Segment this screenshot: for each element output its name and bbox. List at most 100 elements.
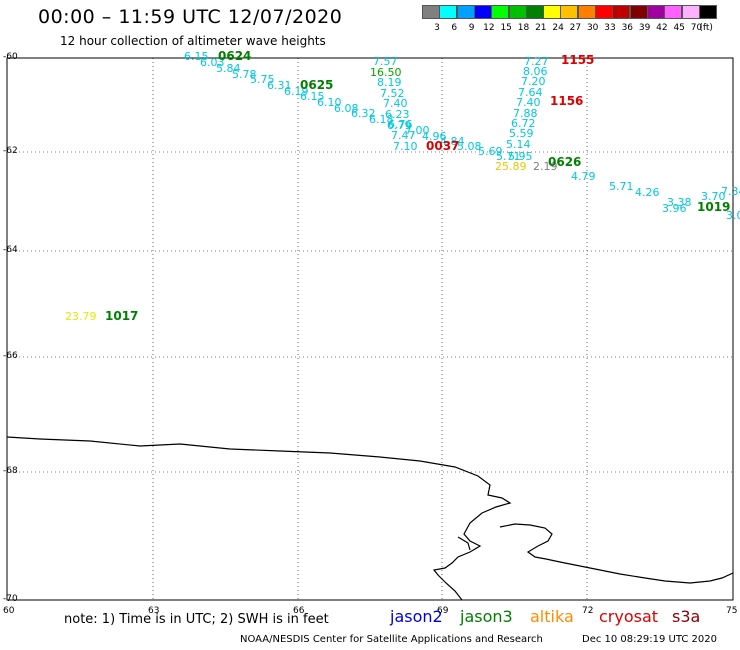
- wave-height-reading: 6.10: [317, 96, 342, 109]
- wave-height-reading: 6.76: [388, 118, 413, 131]
- wave-height-reading: 7.10: [393, 140, 418, 153]
- lon-label: 66: [293, 606, 305, 616]
- satellite-legend-s3a: s3a: [672, 607, 701, 626]
- wave-height-reading: 4.84: [440, 135, 465, 148]
- lat-label: -62: [3, 146, 18, 156]
- lat-label: -64: [3, 245, 18, 255]
- pass-time-label: 0037: [426, 139, 460, 153]
- scale-label: 12: [483, 23, 495, 33]
- pass-time-label: 0625: [300, 78, 334, 92]
- wave-height-reading: 7.00: [405, 124, 430, 137]
- wave-height-reading: 2.19: [533, 160, 558, 173]
- scale-unit: (ft): [699, 23, 713, 33]
- lat-label: -68: [3, 466, 18, 476]
- scale-label: 21: [535, 23, 547, 33]
- wave-height-reading: 5.71: [496, 150, 521, 163]
- footnote: note: 1) Time is in UTC; 2) SWH is in fe…: [64, 612, 329, 627]
- lon-label: 72: [582, 606, 594, 616]
- wave-height-reading: 7.34: [721, 185, 740, 198]
- wave-height-reading: 5.75: [250, 73, 275, 86]
- lat-label: -60: [3, 52, 18, 62]
- wave-height-reading: 5.71: [609, 180, 634, 193]
- wave-height-reading: 4.26: [635, 186, 660, 199]
- antarctic-coastline: [6, 436, 512, 601]
- lat-label: -66: [3, 351, 18, 361]
- coastline-islet: [457, 536, 471, 551]
- wave-height-reading: 3.70: [701, 190, 726, 203]
- wave-height-reading: 5.78: [232, 68, 257, 81]
- wave-height-reading: 3.0: [726, 209, 740, 222]
- pass-time-label: 1156: [550, 94, 584, 108]
- pass-time-label: 1155: [561, 53, 595, 67]
- scale-label: 42: [656, 23, 668, 33]
- lon-label: 75: [726, 606, 738, 616]
- scale-label: 39: [638, 23, 651, 33]
- wave-height-reading: 3.96: [662, 202, 687, 215]
- wave-height-reading: 6.19: [284, 85, 309, 98]
- scale-label: 9: [468, 23, 475, 33]
- chart-title: 00:00 – 11:59 UTC 12/07/2020: [38, 6, 343, 28]
- graticule: [7, 58, 733, 600]
- scale-label: 6: [451, 23, 458, 33]
- wave-height-reading: 7.27: [524, 55, 549, 68]
- satellite-legend-altika: altika: [530, 607, 574, 626]
- wave-height-reading: 7.40: [516, 96, 541, 109]
- wave-height-reading: 6.31: [267, 79, 292, 92]
- lon-label: 60: [3, 606, 15, 616]
- wave-height-reading: 8.19: [377, 76, 402, 89]
- scale-label: 70: [690, 23, 703, 33]
- wave-height-reading: 3.38: [667, 196, 692, 209]
- wave-height-reading: 25.89: [495, 160, 527, 173]
- wave-height-reading: 4.79: [571, 170, 596, 183]
- lon-label: 69: [437, 606, 449, 616]
- pass-time-label: 0626: [548, 155, 582, 169]
- satellite-legend-cryosat: cryosat: [599, 607, 659, 626]
- wave-height-reading: 7.88: [513, 107, 538, 120]
- scale-label: 15: [500, 23, 512, 33]
- satellite-legend-jason2: jason2: [390, 607, 443, 626]
- pass-time-label: 0624: [218, 49, 252, 63]
- wave-height-reading: 8.06: [523, 65, 548, 78]
- wave-height-reading: 6.79: [387, 119, 412, 132]
- scale-label: 18: [517, 23, 530, 33]
- scale-label: 24: [552, 23, 564, 33]
- pass-time-label: 1017: [105, 309, 139, 323]
- credit-line: NOAA/NESDIS Center for Satellite Applica…: [240, 634, 543, 645]
- wave-height-reading: 4.96: [422, 130, 447, 143]
- pass-time-label: 1019: [697, 200, 731, 214]
- wave-height-reading: 7.57: [373, 55, 398, 68]
- satellite-legend-jason3: jason3: [460, 607, 513, 626]
- wave-height-reading: 6.15: [184, 50, 209, 63]
- wave-height-reading: 6.72: [511, 117, 536, 130]
- wave-height-reading: 5.84: [216, 62, 241, 75]
- wave-height-reading: 16.50: [370, 66, 402, 79]
- wave-height-reading: 6.15: [300, 90, 325, 103]
- wave-height-reading: 6.32: [351, 107, 376, 120]
- wave-height-reading: 7.47: [391, 129, 416, 142]
- wave-height-reading: 5.59: [509, 127, 534, 140]
- lat-label: -70: [3, 594, 18, 604]
- wave-height-reading: 7.64: [518, 86, 543, 99]
- wave-height-reading: 6.03: [200, 56, 225, 69]
- generated-timestamp: Dec 10 08:29:19 UTC 2020: [582, 634, 717, 645]
- wave-height-reading: 5.14: [506, 138, 531, 151]
- wave-height-reading: 7.52: [380, 87, 405, 100]
- coastline-inlet: [499, 523, 734, 584]
- scale-swatch: [698, 5, 717, 19]
- scale-label: 36: [621, 23, 634, 33]
- scale-label: 30: [586, 23, 599, 33]
- wave-height-reading: 6.23: [385, 108, 410, 121]
- scale-label: 27: [569, 23, 582, 33]
- wave-height-reading: 5.95: [508, 150, 533, 163]
- wave-height-reading: 6.08: [334, 102, 359, 115]
- wave-height-reading: 7.20: [521, 75, 546, 88]
- wave-height-reading: 23.79: [65, 310, 97, 323]
- lon-label: 63: [148, 606, 160, 616]
- scale-label: 3: [434, 23, 440, 33]
- scale-label: 33: [604, 23, 616, 33]
- scale-label: 45: [673, 23, 685, 33]
- map-frame: [6, 57, 734, 601]
- wave-height-reading: 6.18: [369, 113, 394, 126]
- wave-height-reading: 7.40: [383, 97, 408, 110]
